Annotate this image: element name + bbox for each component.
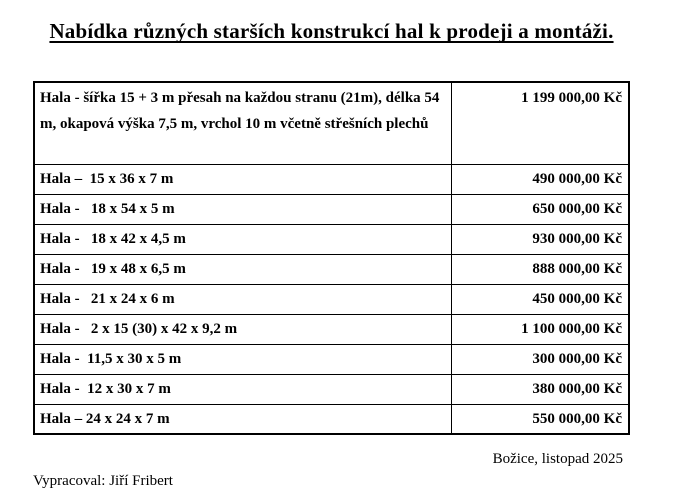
hall-description: Hala - 18 x 54 x 5 m — [33, 193, 452, 225]
hall-description: Hala – 24 x 24 x 7 m — [33, 403, 452, 435]
hall-price: 1 100 000,00 Kč — [450, 313, 630, 345]
hall-price: 1 199 000,00 Kč — [450, 81, 630, 165]
hall-price: 380 000,00 Kč — [450, 373, 630, 405]
table-row: Hala – 24 x 24 x 7 m 550 000,00 Kč — [33, 403, 630, 435]
prepared-by: Vypracoval: Jiří Fribert — [33, 473, 173, 489]
hall-price: 450 000,00 Kč — [450, 283, 630, 315]
hall-price: 888 000,00 Kč — [450, 253, 630, 285]
table-row: Hala - šířka 15 + 3 m přesah na každou s… — [33, 81, 630, 165]
hall-description: Hala - 12 x 30 x 7 m — [33, 373, 452, 405]
offer-table-body: Hala - šířka 15 + 3 m přesah na každou s… — [33, 81, 630, 435]
place-date: Božice, listopad 2025 — [492, 451, 623, 467]
hall-description: Hala - 19 x 48 x 6,5 m — [33, 253, 452, 285]
hall-description: Hala - 21 x 24 x 6 m — [33, 283, 452, 315]
table-row: Hala - 19 x 48 x 6,5 m 888 000,00 Kč — [33, 253, 630, 285]
hall-description: Hala - šířka 15 + 3 m přesah na každou s… — [33, 81, 452, 165]
hall-description: Hala – 15 x 36 x 7 m — [33, 163, 452, 195]
hall-price: 300 000,00 Kč — [450, 343, 630, 375]
hall-description: Hala - 11,5 x 30 x 5 m — [33, 343, 452, 375]
table-row: Hala - 18 x 54 x 5 m 650 000,00 Kč — [33, 193, 630, 225]
page-title: Nabídka různých starších konstrukcí hal … — [49, 19, 614, 43]
hall-price: 550 000,00 Kč — [450, 403, 630, 435]
offer-table: Hala - šířka 15 + 3 m přesah na každou s… — [33, 81, 630, 435]
table-row: Hala – 15 x 36 x 7 m 490 000,00 Kč — [33, 163, 630, 195]
table-row: Hala - 11,5 x 30 x 5 m 300 000,00 Kč — [33, 343, 630, 375]
hall-description: Hala - 18 x 42 x 4,5 m — [33, 223, 452, 255]
hall-description: Hala - 2 x 15 (30) x 42 x 9,2 m — [33, 313, 452, 345]
table-row: Hala - 18 x 42 x 4,5 m 930 000,00 Kč — [33, 223, 630, 255]
hall-price: 490 000,00 Kč — [450, 163, 630, 195]
hall-price: 930 000,00 Kč — [450, 223, 630, 255]
table-row: Hala - 21 x 24 x 6 m 450 000,00 Kč — [33, 283, 630, 315]
table-row: Hala - 12 x 30 x 7 m 380 000,00 Kč — [33, 373, 630, 405]
hall-price: 650 000,00 Kč — [450, 193, 630, 225]
